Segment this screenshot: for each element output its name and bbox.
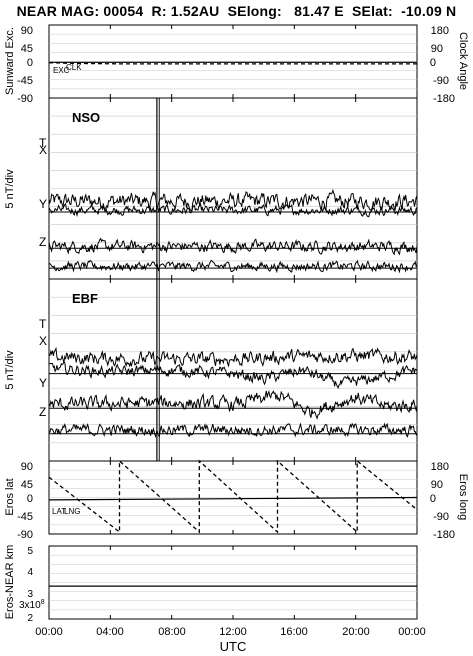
panel-eros-ytick-right-1: 90 [431, 479, 443, 491]
series-eros-position-lat [48, 496, 418, 501]
axis-ticks [48, 25, 418, 619]
panel-eros-ylabel-right: Eros long [457, 474, 469, 520]
panel-eros-ytick-2: 0 [27, 493, 33, 505]
series-ebf-t [48, 346, 418, 368]
panel-sunward-ytick-3: -45 [17, 75, 33, 87]
panel-sunward-ytick-right-1: 90 [431, 43, 443, 55]
panel-nso-component-z: Z [39, 235, 46, 249]
series-nso-x [48, 202, 418, 218]
panel-sunward-ylabel: Sunward Exc. [4, 27, 16, 95]
panel-sunward-ytick-4: -90 [17, 93, 33, 105]
panel-nso-ylabel: 5 nT/div [4, 169, 16, 209]
panel-eros-ytick-4: -90 [17, 529, 33, 541]
panel-ebf-component-y: Y [39, 376, 47, 390]
x-tick-label-5: 20:00 [342, 626, 370, 638]
panel-ebf-component-t: T [39, 317, 47, 331]
panel-nso-component-x: X [39, 143, 47, 157]
panel-eros-ytick-right-3: -90 [433, 511, 449, 523]
panel-ebf-label: EBF [72, 291, 98, 306]
series-ebf-z [48, 422, 418, 439]
panel-sunward-ytick-right-2: 0 [430, 57, 436, 69]
panel-ebf-component-z: Z [39, 405, 46, 419]
panel-eros-ytick-0: 90 [21, 461, 33, 473]
series-eros-position-lng [48, 459, 418, 534]
panel-distance-minor-label: 3x108 [19, 599, 45, 611]
panel-ebf-component-x: X [39, 334, 47, 348]
panel-sunward-ytick-0: 90 [21, 25, 33, 37]
plot-title: NEAR MAG: 00054 R: 1.52AU SElong: 81.47 … [16, 3, 457, 19]
panel-distance-ylabel: Eros-NEAR km [4, 545, 16, 620]
panel-sunward-ylabel-right: Clock Angle [457, 32, 469, 90]
panel-distance-ytick-0: 5 [27, 546, 33, 557]
panel-distance-ytick-1: 4 [27, 567, 33, 578]
x-tick-label-1: 04:00 [96, 626, 124, 638]
panel-nso-component-y: Y [39, 197, 47, 211]
panel-eros-ytick-3: -45 [17, 511, 33, 523]
panel-sunward-series-label-clk: CLK [66, 63, 82, 72]
panel-nso-label: NSO [72, 110, 100, 125]
panel-eros-series-label-lng: LNG [64, 507, 80, 516]
series-nso-y [48, 237, 418, 256]
grid-lines [49, 33, 417, 611]
panel-sunward-ytick-right-3: -90 [433, 75, 449, 87]
panel-distance-ytick-3: 2 [27, 613, 33, 624]
series-ebf-y [48, 390, 418, 420]
x-tick-label-4: 16:00 [280, 626, 308, 638]
panel-nso-component-t: T [39, 136, 47, 150]
panel-sunward-series-label-exc: EXC [53, 66, 70, 75]
x-tick-label-3: 12:00 [219, 626, 247, 638]
panel-sunward-ytick-1: 45 [21, 43, 33, 55]
panel-eros-ylabel: Eros lat [4, 478, 16, 515]
panel-eros-ytick-1: 45 [21, 479, 33, 491]
panel-eros-ytick-right-4: -180 [433, 529, 455, 541]
panel-eros-series-label-lat: LAT [52, 507, 66, 516]
panel-sunward-ytick-2: 0 [27, 57, 33, 69]
panel-distance-ytick-2: 3 [27, 589, 33, 600]
data-traces [48, 61, 418, 587]
panel-eros-ytick-right-0: 180 [431, 461, 449, 473]
series-sunward-exc [48, 62, 417, 65]
x-tick-label-0: 00:00 [35, 626, 63, 638]
x-tick-label-2: 08:00 [158, 626, 186, 638]
x-axis-label: UTC [220, 639, 247, 654]
series-nso-t [48, 188, 418, 213]
panel-sunward-ytick-right-4: -180 [433, 93, 455, 105]
panel-eros-ytick-right-2: 0 [430, 493, 436, 505]
x-tick-label-6: 00:00 [398, 626, 426, 638]
panel-sunward-ytick-right-0: 180 [431, 25, 449, 37]
series-nso-z [48, 259, 418, 274]
series-ebf-x [48, 361, 418, 390]
panel-ebf-ylabel: 5 nT/div [4, 350, 16, 390]
